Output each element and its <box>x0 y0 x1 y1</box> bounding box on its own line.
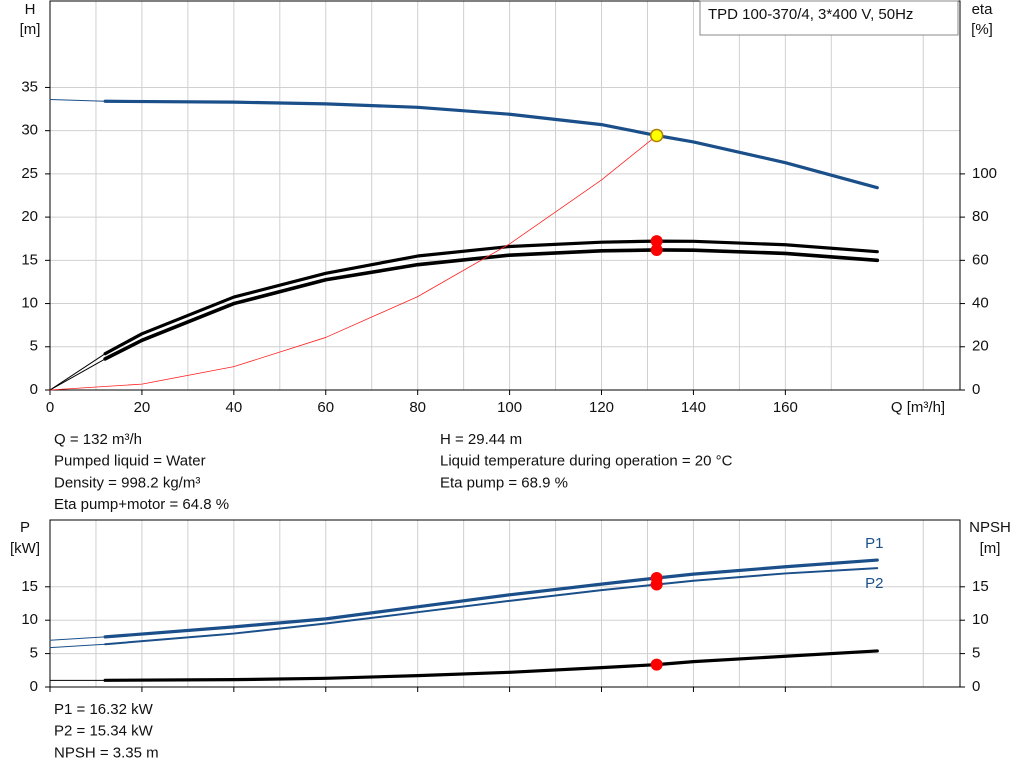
curve <box>103 239 879 356</box>
readout-text: Liquid temperature during operation = 20… <box>440 453 733 470</box>
y-tick-label: 10 <box>21 611 38 628</box>
curve <box>103 649 879 682</box>
y2-label: eta <box>972 1 994 18</box>
y-unit: [m] <box>20 21 41 38</box>
x-tick-label: 160 <box>773 399 798 416</box>
readout-text: Eta pump+motor = 64.8 % <box>54 496 229 513</box>
curve <box>104 567 879 646</box>
y-tick-label: 25 <box>21 165 38 182</box>
operating-point <box>650 658 663 671</box>
y-tick-label: 5 <box>30 338 38 355</box>
y-tick-label: 10 <box>21 295 38 312</box>
chart-title: TPD 100-370/4, 3*400 V, 50Hz <box>708 6 913 23</box>
x-tick-label: 80 <box>409 399 426 416</box>
series-label: P1 <box>865 535 883 552</box>
operating-point <box>649 128 664 143</box>
y-label: H <box>25 1 36 18</box>
readout-text: Q = 132 m³/h <box>54 431 142 448</box>
y-tick-label: 5 <box>30 645 38 662</box>
y2-tick-label: 10 <box>972 611 989 628</box>
y2-tick-label: 15 <box>972 578 989 595</box>
y2-unit: [m] <box>980 540 1001 557</box>
curve <box>49 99 106 102</box>
x-tick-label: 20 <box>134 399 151 416</box>
curve <box>103 558 879 639</box>
y-tick-label: 0 <box>30 381 38 398</box>
title-box <box>699 0 959 36</box>
curve <box>103 248 880 361</box>
readout-text: Density = 998.2 kg/m³ <box>54 474 200 491</box>
curve <box>49 643 106 649</box>
y2-tick-label: 0 <box>972 381 980 398</box>
curve <box>49 353 106 391</box>
y2-tick-label: 0 <box>972 678 980 695</box>
y2-label: NPSH <box>969 519 1011 536</box>
y-tick-label: 30 <box>21 122 38 139</box>
x-tick-label: 60 <box>317 399 334 416</box>
plot-frame <box>49 0 961 391</box>
readout-text: P2 = 15.34 kW <box>54 723 154 740</box>
readout-text: Pumped liquid = Water <box>54 453 206 470</box>
plot-frame <box>49 519 961 688</box>
x-label: Q [m³/h] <box>891 399 945 416</box>
series-label: P2 <box>865 575 883 592</box>
y-tick-label: 15 <box>21 578 38 595</box>
curve <box>49 131 662 391</box>
x-tick-label: 0 <box>46 399 54 416</box>
curve <box>103 99 879 190</box>
y-tick-label: 20 <box>21 208 38 225</box>
operating-point <box>650 243 663 256</box>
y-label: P <box>20 519 30 536</box>
x-tick-label: 140 <box>681 399 706 416</box>
x-tick-label: 40 <box>225 399 242 416</box>
y2-tick-label: 60 <box>972 251 989 268</box>
curve <box>49 636 106 641</box>
x-tick-label: 100 <box>497 399 522 416</box>
y2-unit: [%] <box>971 21 993 38</box>
operating-point <box>650 578 663 591</box>
readout-text: NPSH = 3.35 m <box>54 744 159 761</box>
readout-text: Eta pump = 68.9 % <box>440 474 568 491</box>
readout-text: H = 29.44 m <box>440 431 522 448</box>
y-unit: [kW] <box>10 540 40 557</box>
y2-tick-label: 20 <box>972 338 989 355</box>
y-tick-label: 35 <box>21 78 38 95</box>
x-tick-label: 120 <box>589 399 614 416</box>
curve <box>49 358 106 391</box>
y2-tick-label: 40 <box>972 295 989 312</box>
y2-tick-label: 80 <box>972 208 989 225</box>
y2-tick-label: 100 <box>972 165 997 182</box>
y2-tick-label: 5 <box>972 645 980 662</box>
y-tick-label: 15 <box>21 251 38 268</box>
readout-text: P1 = 16.32 kW <box>54 701 154 718</box>
y-tick-label: 0 <box>30 678 38 695</box>
operating-point <box>650 235 663 248</box>
